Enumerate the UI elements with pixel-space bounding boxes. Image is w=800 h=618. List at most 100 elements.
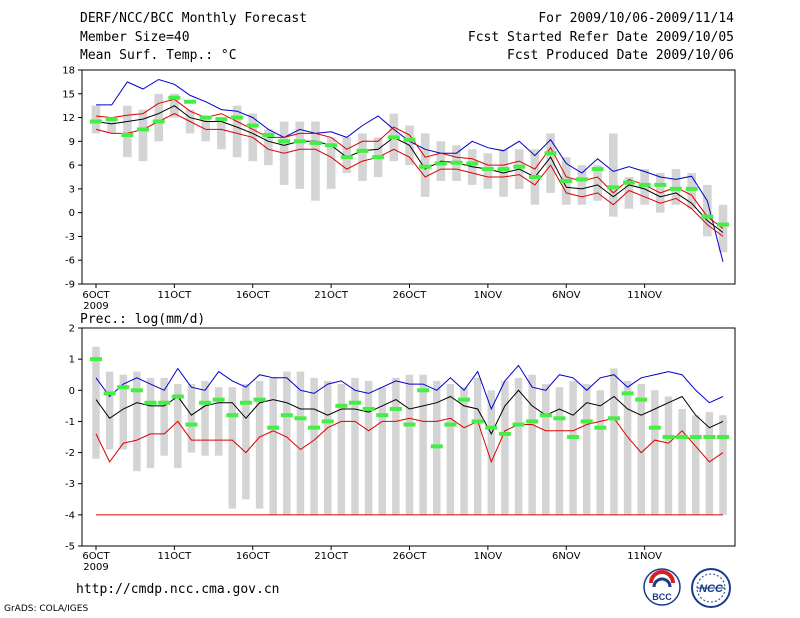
prec-obs-mark: [648, 425, 661, 430]
prec-ytick-label: -2: [65, 448, 75, 459]
prec-spread-bar: [555, 387, 564, 515]
prec-spread-bar: [187, 384, 196, 453]
prec-obs-mark: [635, 397, 648, 402]
prec-obs-mark: [321, 419, 334, 424]
temp-obs-mark: [591, 167, 604, 172]
temp-obs-mark: [513, 164, 526, 169]
temp-spread-bar: [718, 204, 728, 253]
temp-obs-mark: [638, 182, 651, 187]
temp-frame: [81, 69, 736, 285]
prec-obs-mark: [362, 406, 375, 411]
prec-obs-mark: [676, 435, 689, 439]
temp-obs-mark: [497, 167, 510, 172]
temp-spread-bar: [123, 105, 132, 158]
prec-spread-bar: [337, 384, 346, 515]
prec-obs-mark: [185, 422, 198, 427]
prec-obs-mark: [130, 388, 143, 393]
source-url[interactable]: http://cmdp.ncc.cma.gov.cn: [76, 582, 280, 597]
ncc-logo: NCC: [691, 568, 731, 608]
temp-spread-bar: [232, 105, 242, 158]
temp-spread-bar: [608, 133, 618, 217]
temp-obs-mark: [278, 139, 291, 144]
prec-spread-bar: [269, 377, 277, 515]
prec-obs-mark: [539, 413, 552, 418]
prec-obs-mark: [403, 422, 416, 427]
prec-spread-bar: [678, 408, 686, 515]
bcc-logo: BCC: [643, 568, 681, 606]
prec-spread-bar: [623, 380, 632, 515]
temp-obs-mark: [152, 119, 165, 124]
temp-ytick-label: 9: [69, 137, 75, 148]
prec-obs-mark: [458, 397, 471, 402]
prec-spread-bar: [473, 377, 482, 515]
prec-obs-mark: [607, 416, 620, 421]
forecast-period: For 2009/10/06-2009/11/14: [538, 11, 734, 26]
temp-xtick-label: 11NOV: [627, 290, 662, 301]
prec-ytick-label: 2: [69, 324, 75, 335]
prec-obs-mark: [621, 391, 634, 396]
temp-obs-mark: [575, 177, 588, 182]
prec-spread-bar: [323, 380, 332, 515]
prec-obs-mark: [103, 391, 116, 396]
temp-obs-mark: [434, 161, 447, 166]
prec-spread-bar: [569, 380, 577, 515]
prec-ytick-label: 0: [69, 386, 75, 397]
temp-ytick-label: -3: [65, 232, 75, 243]
temp-spread-bar: [217, 117, 226, 150]
temp-obs-mark: [450, 160, 463, 165]
temp-spread-bar: [546, 133, 555, 193]
prec-obs-mark: [512, 422, 525, 427]
temp-xtick-label: 1NOV: [474, 290, 503, 301]
ncc-logo-text: NCC: [699, 583, 724, 595]
prec-obs-mark: [212, 397, 225, 402]
temp-xtick-year: 2009: [83, 301, 108, 312]
temp-ytick-label: -6: [65, 256, 75, 267]
bcc-logo-text: BCC: [652, 592, 672, 602]
temp-obs-mark: [90, 119, 102, 124]
temp-ytick-label: 0: [69, 208, 75, 219]
temp-obs-mark: [184, 99, 197, 104]
temp-spread-bar: [703, 184, 712, 237]
prec-title: Prec.: log(mm/d): [80, 312, 205, 327]
prec-spread-bar: [255, 380, 264, 509]
temp-spread-bar: [311, 121, 320, 201]
temp-obs-mark: [685, 186, 698, 191]
prec-spread-bar: [364, 380, 373, 515]
prec-obs-mark: [485, 425, 498, 430]
prec-obs-mark: [553, 416, 566, 421]
prec-spread-bar: [146, 377, 155, 469]
prec-spread-bar: [610, 368, 618, 515]
prec-spread-bar: [105, 371, 114, 450]
prec-spread-bar: [119, 374, 128, 450]
prec-obs-mark: [267, 425, 280, 430]
temp-obs-mark: [231, 115, 244, 120]
prec-ytick-label: -5: [65, 542, 75, 553]
temp-spread-bar: [577, 165, 587, 205]
temp-obs-mark: [121, 132, 134, 137]
prec-obs-mark: [308, 425, 321, 430]
prec-spread-bar: [691, 415, 700, 515]
prec-obs-mark: [567, 435, 580, 439]
temp-obs-mark: [262, 132, 275, 137]
temp-ytick-label: -9: [65, 280, 75, 291]
temp-xtick-label: 21OCT: [314, 290, 349, 301]
prec-min-line: [95, 417, 724, 464]
temp-obs-mark: [372, 155, 385, 160]
prec-spread-bar: [446, 384, 455, 515]
temp-xtick-label: 6OCT: [82, 290, 110, 301]
variable-label: Mean Surf. Temp.: °C: [80, 48, 237, 63]
prec-obs-mark: [226, 413, 239, 418]
prec-spread-bar: [719, 415, 727, 515]
temp-mean-line: [95, 105, 724, 233]
temp-obs-mark: [528, 175, 541, 179]
temp-obs-mark: [309, 140, 322, 145]
prec-obs-mark: [717, 435, 729, 439]
prec-spread-bar: [514, 377, 523, 515]
prec-ytick-label: -3: [65, 479, 75, 490]
prec-spread-bar: [460, 387, 468, 515]
prec-spread-bar: [242, 384, 250, 500]
prec-obs-mark: [594, 425, 607, 430]
prec-spread-bar: [310, 377, 318, 515]
temp-obs-mark: [466, 161, 479, 166]
prec-spread-bar: [651, 390, 659, 515]
